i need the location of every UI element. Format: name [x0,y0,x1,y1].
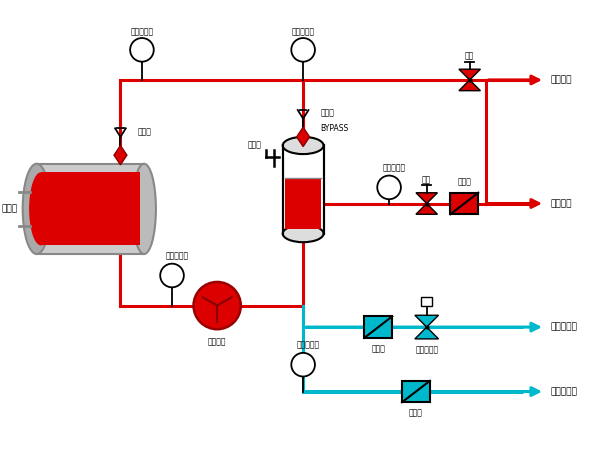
Text: 热媒回口: 热媒回口 [550,199,572,208]
Text: 重压阀: 重压阀 [247,140,261,149]
Text: 排气阀: 排气阀 [320,109,334,118]
Circle shape [292,353,315,377]
Text: 过滤器: 过滤器 [457,177,471,186]
Text: T: T [386,183,392,192]
Text: 加热器: 加热器 [1,204,17,213]
Text: 球阀: 球阀 [422,176,431,184]
Text: BYPASS: BYPASS [320,124,349,133]
Text: 冷却电磁阀: 冷却电磁阀 [415,345,438,354]
Polygon shape [459,69,481,80]
FancyBboxPatch shape [402,381,430,402]
Text: 过滤器: 过滤器 [409,409,423,418]
Text: 高压限制器: 高压限制器 [166,252,189,261]
FancyBboxPatch shape [285,177,322,230]
Text: PS-: PS- [298,362,308,368]
Text: 热媒出口: 热媒出口 [550,76,572,85]
Text: 低压限制器: 低压限制器 [297,341,320,350]
Text: 循环泵组: 循环泵组 [208,338,226,346]
Text: 温度传感器: 温度传感器 [292,27,314,36]
Text: 冷却水入口: 冷却水入口 [550,387,577,396]
Circle shape [377,176,401,199]
Polygon shape [416,193,437,203]
Text: T: T [301,45,306,54]
FancyBboxPatch shape [451,193,478,214]
Text: 排气阀: 排气阀 [137,127,152,136]
Text: 温度传感器: 温度传感器 [383,163,406,172]
FancyBboxPatch shape [364,316,392,338]
Ellipse shape [23,164,50,254]
Text: 压力显示器: 压力显示器 [130,27,154,36]
Polygon shape [114,145,127,165]
Polygon shape [415,327,439,339]
Polygon shape [416,203,437,214]
Polygon shape [415,315,439,327]
Text: 过滤器: 过滤器 [371,344,385,353]
FancyBboxPatch shape [41,172,140,245]
Circle shape [194,282,241,329]
Polygon shape [459,80,481,91]
FancyBboxPatch shape [37,164,144,254]
FancyBboxPatch shape [283,145,323,234]
Text: 球阀: 球阀 [465,52,474,61]
Ellipse shape [283,137,323,154]
Circle shape [292,38,315,62]
Ellipse shape [29,172,53,245]
Ellipse shape [132,164,156,254]
Ellipse shape [283,225,323,242]
Text: PS+: PS+ [165,273,179,279]
Circle shape [130,38,154,62]
FancyBboxPatch shape [421,297,432,306]
Text: P: P [139,45,145,54]
Circle shape [160,264,184,287]
Polygon shape [296,127,310,147]
Text: 冷却水出口: 冷却水出口 [550,323,577,332]
